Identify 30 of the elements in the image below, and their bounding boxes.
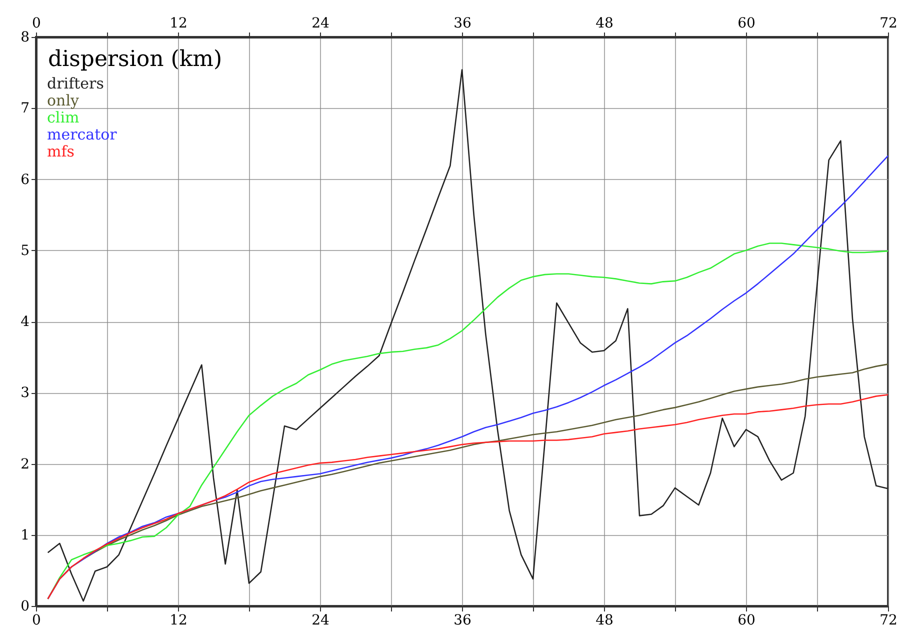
y-tick-label: 5 xyxy=(20,242,30,259)
text: clim xyxy=(47,108,80,126)
y-tick-label: 0 xyxy=(20,598,30,614)
text: drifters xyxy=(47,74,104,92)
text: only xyxy=(47,92,80,110)
x-tick-label: 48 xyxy=(596,612,614,628)
x2-tick-label: 60 xyxy=(738,16,756,32)
y-tick-label: 8 xyxy=(20,30,30,46)
y-tick-label: 2 xyxy=(20,456,30,472)
x-tick-label: 72 xyxy=(880,612,898,628)
y-tick-label: 4 xyxy=(20,314,30,330)
y-tick-label: 1 xyxy=(20,527,30,544)
x2-tick-label: 0 xyxy=(32,16,41,32)
legend-title: dispersion (km) xyxy=(48,47,222,72)
x-tick-label: 60 xyxy=(738,612,756,628)
text: mfs xyxy=(47,142,74,160)
x2-tick-label: 72 xyxy=(880,16,898,32)
text: mercator xyxy=(47,126,118,144)
x-tick-label: 36 xyxy=(454,612,472,628)
y-tick-label: 3 xyxy=(20,385,30,402)
x-tick-label: 0 xyxy=(32,612,41,628)
x-tick-label: 24 xyxy=(312,612,330,628)
x2-tick-label: 48 xyxy=(596,16,614,32)
x2-tick-label: 36 xyxy=(454,16,472,32)
line-series xyxy=(47,69,889,602)
y-tick-label: 7 xyxy=(20,100,30,117)
x-tick-label: 12 xyxy=(170,612,188,628)
x2-tick-label: 12 xyxy=(170,16,188,32)
y-tick-label: 6 xyxy=(20,172,30,188)
x2-tick-label: 24 xyxy=(312,16,330,32)
